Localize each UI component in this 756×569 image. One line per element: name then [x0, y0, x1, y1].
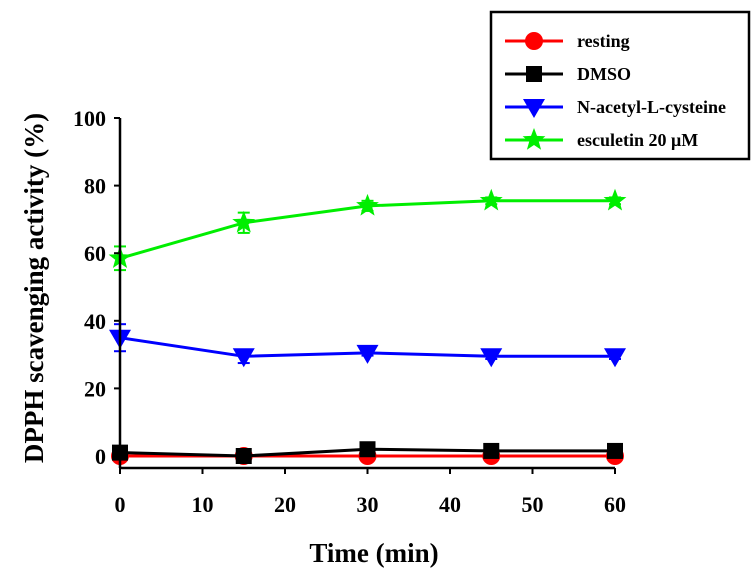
- legend-marker: [526, 66, 542, 82]
- x-tick-label: 50: [522, 492, 544, 517]
- data-point: [232, 348, 255, 368]
- data-point: [235, 448, 252, 464]
- data-point: [479, 188, 503, 211]
- data-point: [359, 441, 376, 458]
- y-tick-label: 40: [84, 309, 106, 334]
- data-point: [356, 344, 379, 364]
- legend-marker: [522, 128, 546, 150]
- axes: 0 20 40 60 80 100 0 10 20 30 40 50 60: [73, 106, 626, 517]
- legend-item: esculetin 20 μM: [505, 128, 698, 150]
- y-tick-label: 100: [73, 106, 106, 131]
- x-tick-label: 20: [274, 492, 296, 517]
- y-tick-label: 60: [84, 241, 106, 266]
- series-1: [112, 441, 623, 464]
- legend-label: resting: [577, 31, 630, 51]
- x-axis-title: Time (min): [309, 538, 438, 568]
- x-tick-label: 40: [439, 492, 461, 517]
- data-point: [604, 348, 626, 368]
- x-tick-label: 30: [357, 492, 379, 517]
- legend-label: DMSO: [577, 64, 631, 84]
- x-tick-label: 10: [192, 492, 214, 517]
- legend-label: esculetin 20 μM: [577, 130, 698, 150]
- data-point: [607, 442, 623, 459]
- y-tick-label: 20: [84, 376, 106, 401]
- y-axis-title: DPPH scavenging activity (%): [19, 113, 49, 463]
- y-tick-label: 80: [84, 174, 106, 199]
- legend-marker: [523, 99, 545, 118]
- x-tick-label: 60: [604, 492, 626, 517]
- y-tick-label: 0: [95, 444, 106, 469]
- legend-item: resting: [505, 31, 630, 51]
- data-point: [483, 442, 500, 459]
- legend: resting DMSO N-acetyl-L-cysteine esculetin …: [489, 10, 751, 161]
- legend-item: DMSO: [505, 64, 631, 84]
- data-point: [603, 188, 627, 211]
- data-point: [480, 348, 503, 368]
- series-3: [108, 188, 627, 272]
- legend-marker: [525, 32, 543, 50]
- data-point: [356, 193, 379, 216]
- x-tick-label: 0: [115, 492, 126, 517]
- plot-area: [108, 188, 627, 465]
- legend-label: N-acetyl-L-cysteine: [577, 97, 726, 117]
- legend-item: N-acetyl-L-cysteine: [505, 97, 726, 118]
- series-2: [109, 323, 626, 368]
- data-point: [232, 210, 256, 233]
